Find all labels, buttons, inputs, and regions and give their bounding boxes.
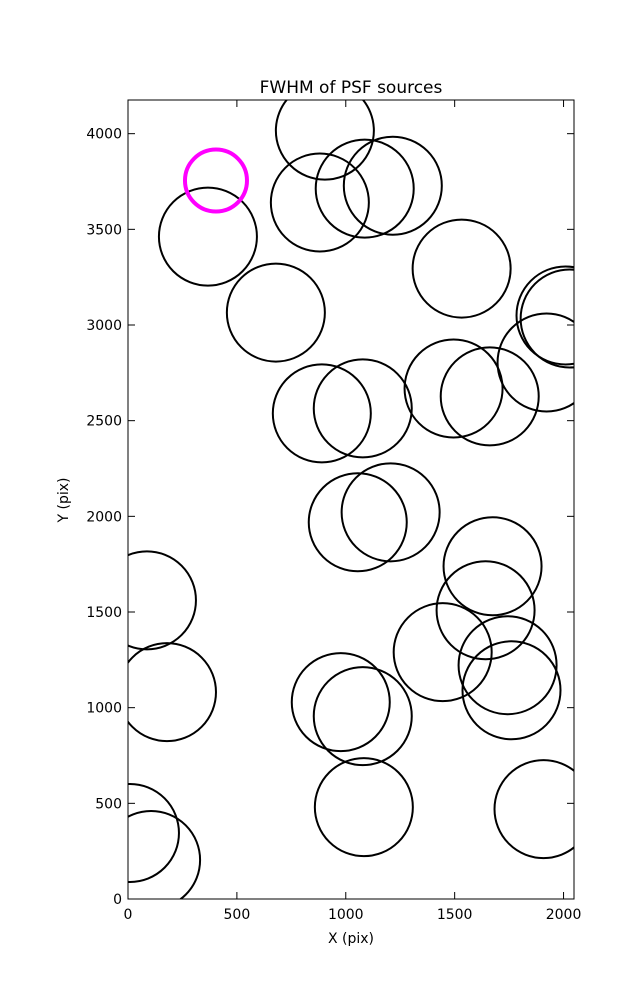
source-circle	[314, 138, 415, 239]
source-circle	[493, 759, 574, 860]
x-tick-label: 1000	[328, 907, 364, 923]
y-tick-label: 1500	[86, 605, 122, 621]
source-circle	[307, 472, 408, 573]
y-tick-label: 2500	[86, 414, 122, 430]
source-circle	[442, 516, 543, 617]
source-circle	[392, 602, 493, 703]
chart-title: FWHM of PSF sources	[260, 78, 443, 98]
source-circle	[496, 312, 574, 413]
y-axis-label: Y (pix)	[56, 478, 72, 524]
source-circle	[128, 809, 202, 899]
source-circle	[312, 358, 413, 459]
y-tick-label: 500	[95, 796, 122, 812]
source-circle	[274, 100, 375, 181]
source-circle	[342, 135, 443, 236]
plot-frame	[127, 99, 575, 900]
y-tick-label: 4000	[86, 127, 122, 143]
source-circle	[435, 560, 536, 661]
x-axis-label: X (pix)	[328, 931, 374, 947]
source-circle	[290, 652, 391, 753]
source-circle	[340, 462, 441, 563]
plot-area	[128, 100, 574, 899]
x-tick-label: 1500	[437, 907, 473, 923]
source-circle	[128, 783, 180, 883]
source-circle	[519, 268, 574, 369]
x-tick-label: 2000	[546, 907, 582, 923]
x-tick-label: 500	[224, 907, 251, 923]
source-circle	[128, 642, 217, 743]
source-circle	[312, 666, 413, 767]
source-circle	[313, 757, 414, 858]
source-circle	[157, 186, 258, 287]
source-circle	[439, 346, 540, 447]
y-tick-label: 3000	[86, 318, 122, 334]
y-tick-label: 2000	[86, 509, 122, 525]
y-tick-label: 3500	[86, 222, 122, 238]
source-circle	[461, 640, 562, 741]
source-circle	[403, 338, 504, 439]
source-circle	[515, 265, 574, 366]
y-tick-label: 1000	[86, 701, 122, 717]
source-circle	[182, 147, 249, 214]
x-tick-label: 0	[124, 907, 133, 923]
source-circle	[269, 152, 370, 253]
y-tick-label: 0	[113, 892, 122, 908]
source-circle	[457, 615, 558, 716]
source-circle	[225, 262, 326, 363]
source-circle	[411, 218, 512, 319]
source-circle	[128, 550, 197, 651]
source-circle	[271, 363, 372, 464]
